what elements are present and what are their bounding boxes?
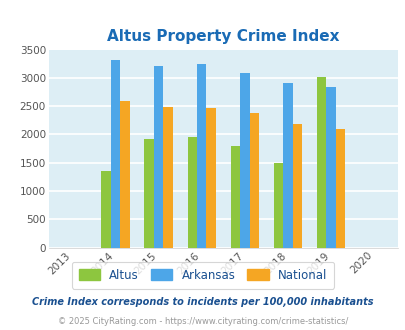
- Legend: Altus, Arkansas, National: Altus, Arkansas, National: [71, 262, 334, 289]
- Bar: [163, 107, 173, 248]
- Bar: [187, 137, 196, 248]
- Bar: [120, 101, 130, 248]
- Bar: [206, 108, 215, 248]
- Bar: [196, 64, 206, 247]
- Bar: [101, 171, 111, 248]
- Text: © 2025 CityRating.com - https://www.cityrating.com/crime-statistics/: © 2025 CityRating.com - https://www.city…: [58, 317, 347, 326]
- Bar: [144, 139, 153, 248]
- Bar: [153, 66, 163, 248]
- Bar: [335, 129, 344, 248]
- Bar: [292, 124, 301, 248]
- Bar: [111, 60, 120, 248]
- Bar: [273, 163, 283, 248]
- Text: Crime Index corresponds to incidents per 100,000 inhabitants: Crime Index corresponds to incidents per…: [32, 297, 373, 307]
- Bar: [326, 87, 335, 248]
- Bar: [283, 83, 292, 248]
- Bar: [316, 77, 326, 248]
- Bar: [230, 146, 239, 248]
- Bar: [249, 113, 258, 248]
- Title: Altus Property Crime Index: Altus Property Crime Index: [107, 29, 339, 44]
- Bar: [239, 73, 249, 248]
